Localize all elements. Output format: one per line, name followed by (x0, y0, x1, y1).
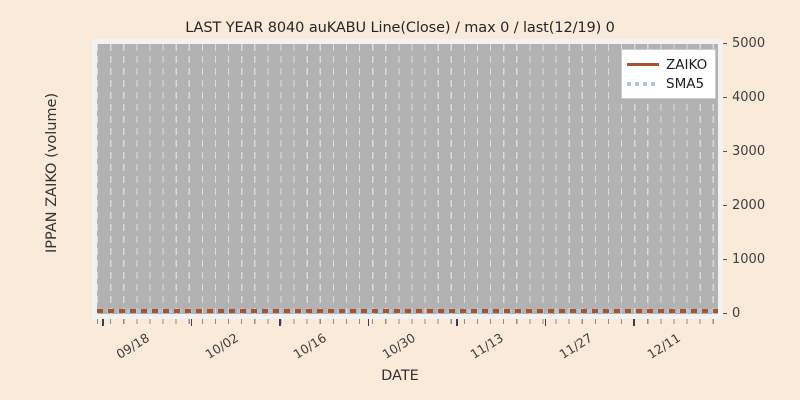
x-tick-mark (190, 319, 193, 326)
plot-frame (92, 39, 723, 319)
vertical-gridlines (97, 44, 718, 314)
legend-item-sma5[interactable]: SMA5 (627, 74, 709, 93)
series-line-zaiko (97, 309, 718, 313)
legend-swatch-sma5-icon (627, 81, 659, 86)
y-tick-label: 5000 (732, 36, 766, 51)
x-tick-label: 10/02 (201, 330, 241, 362)
x-tick-label: 11/13 (467, 330, 506, 362)
legend-label-zaiko: ZAIKO (666, 56, 708, 73)
x-tick-label: 11/27 (555, 330, 595, 362)
x-axis-major-ticks (97, 319, 718, 326)
x-tick-mark (102, 319, 104, 326)
y-tick-mark (723, 313, 727, 315)
chart-legend[interactable]: ZAIKO SMA5 (621, 49, 716, 99)
y-tick-mark (723, 151, 727, 153)
x-tick-mark (633, 319, 635, 326)
x-tick-mark (367, 319, 370, 326)
x-axis-tick-labels: 09/18 10/02 10/16 10/30 11/13 11/27 12/11 (97, 326, 718, 366)
x-tick-label: 12/11 (644, 330, 683, 362)
x-axis-minor-ticks (97, 319, 718, 324)
x-tick-mark (544, 319, 547, 326)
legend-label-sma5: SMA5 (666, 75, 705, 92)
y-tick-mark (723, 97, 727, 99)
y-tick-label: 2000 (732, 198, 766, 213)
y-tick-label: 4000 (732, 90, 766, 105)
x-tick-label: 10/16 (290, 330, 329, 362)
y-tick-label: 1000 (732, 252, 766, 267)
y-tick-mark (723, 43, 727, 45)
legend-item-zaiko[interactable]: ZAIKO (627, 55, 709, 74)
x-tick-mark (279, 319, 281, 326)
y-tick-label: 0 (732, 306, 741, 321)
x-tick-label: 10/30 (378, 330, 418, 362)
y-axis-title: IPPAN ZAIKO (volume) (44, 92, 60, 253)
chart-title: LAST YEAR 8040 auKABU Line(Close) / max … (185, 20, 615, 36)
legend-swatch-zaiko-icon (627, 62, 659, 67)
plot-area[interactable] (97, 44, 718, 314)
x-tick-mark (456, 319, 458, 326)
x-axis-title: DATE (381, 368, 419, 384)
y-axis: 5000 4000 3000 2000 1000 0 (723, 36, 793, 321)
x-tick-label: 09/18 (113, 330, 152, 362)
y-tick-mark (723, 205, 727, 207)
y-tick-mark (723, 259, 727, 261)
y-tick-label: 3000 (732, 144, 766, 159)
